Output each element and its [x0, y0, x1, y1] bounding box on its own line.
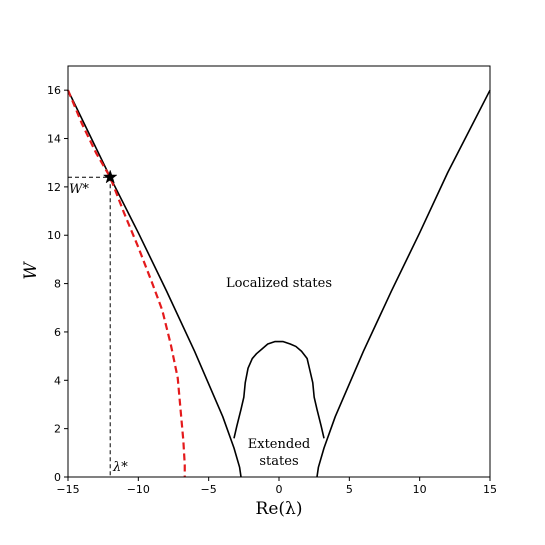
y-tick-label: 10	[47, 229, 61, 242]
left-boundary-line	[67, 89, 242, 478]
y-tick-label: 8	[54, 278, 61, 291]
x-tick-label: 10	[413, 483, 427, 496]
y-tick-label: 2	[54, 423, 61, 436]
x-tick-label: −15	[56, 483, 79, 496]
localized-states-label: Localized states	[226, 276, 332, 291]
y-tick-label: 16	[47, 84, 61, 97]
x-axis-ticks: −15 −10 −5 0 5 10 15	[56, 477, 497, 496]
x-tick-label: −10	[127, 483, 150, 496]
y-tick-label: 0	[54, 471, 61, 484]
critical-point-star-marker	[102, 169, 118, 184]
extended-region-boundary-line	[233, 340, 325, 439]
x-tick-label: 15	[483, 483, 497, 496]
plot-layer	[66, 89, 491, 478]
y-axis-label: W	[21, 261, 41, 280]
y-tick-label: 12	[47, 181, 61, 194]
right-boundary-line	[316, 89, 491, 478]
x-axis-label: Re(λ)	[256, 499, 303, 519]
x-tick-label: 0	[276, 483, 283, 496]
extended-states-label-line1: Extended	[248, 437, 310, 452]
y-tick-label: 4	[54, 374, 61, 387]
y-tick-label: 14	[47, 133, 61, 146]
plot-frame	[67, 65, 491, 478]
lambda-star-label: λ*	[112, 460, 128, 475]
extended-states-label-line2: states	[259, 454, 298, 469]
w-star-label: W*	[69, 182, 89, 197]
x-tick-label: −5	[201, 483, 217, 496]
x-tick-label: 5	[346, 483, 353, 496]
y-axis-ticks: 0 2 4 6 8 10 12 14 16	[47, 84, 68, 484]
red-dashed-curve	[66, 89, 186, 477]
y-tick-label: 6	[54, 326, 61, 339]
